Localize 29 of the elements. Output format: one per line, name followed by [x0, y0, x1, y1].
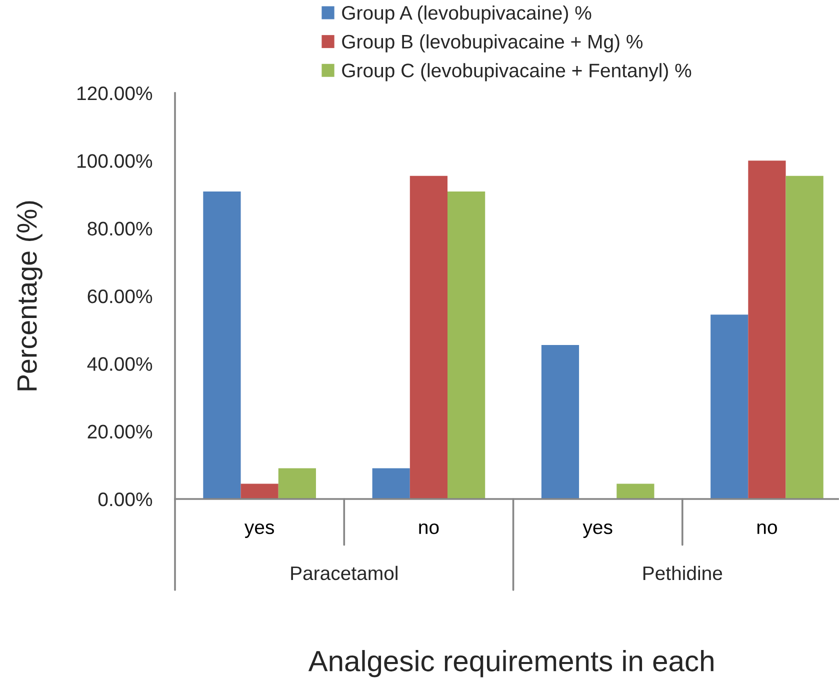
text: Pethidine — [643, 566, 722, 580]
bar — [616, 484, 654, 499]
y-tick-label: 60.00% — [88, 289, 152, 304]
bar — [710, 314, 748, 499]
y-tick-label: 100.00% — [78, 154, 152, 168]
x-tick-label: no — [757, 523, 777, 534]
y-tick-label: 0.00% — [98, 492, 152, 506]
x-tick-label: yes — [244, 523, 274, 538]
bar — [786, 176, 824, 499]
bar — [448, 191, 486, 499]
x-tick-label: yes — [582, 523, 612, 538]
bar — [203, 191, 241, 499]
x-axis-title: Analgesic requirements in each — [308, 650, 714, 678]
text: Paracetamol — [291, 566, 398, 580]
y-tick-label: 120.00% — [78, 86, 152, 100]
legend-label: Group C (levobupivacaine + Fentanyl) % — [342, 63, 692, 82]
bar — [410, 176, 448, 499]
legend-label: Group A (levobupivacaine) % — [342, 5, 592, 24]
bar — [541, 345, 580, 499]
x-tick-label: no — [419, 523, 439, 534]
y-tick-label: 20.00% — [88, 424, 152, 439]
y-axis-title: Percentage (%) — [16, 201, 42, 390]
bar — [240, 484, 278, 499]
y-tick-label: 80.00% — [88, 222, 152, 236]
bar — [748, 160, 786, 499]
bar — [372, 468, 410, 499]
bar — [278, 468, 316, 499]
y-tick-label: 40.00% — [87, 357, 152, 371]
legend-label: Group B (levobupivacaine + Mg) % — [342, 34, 643, 52]
